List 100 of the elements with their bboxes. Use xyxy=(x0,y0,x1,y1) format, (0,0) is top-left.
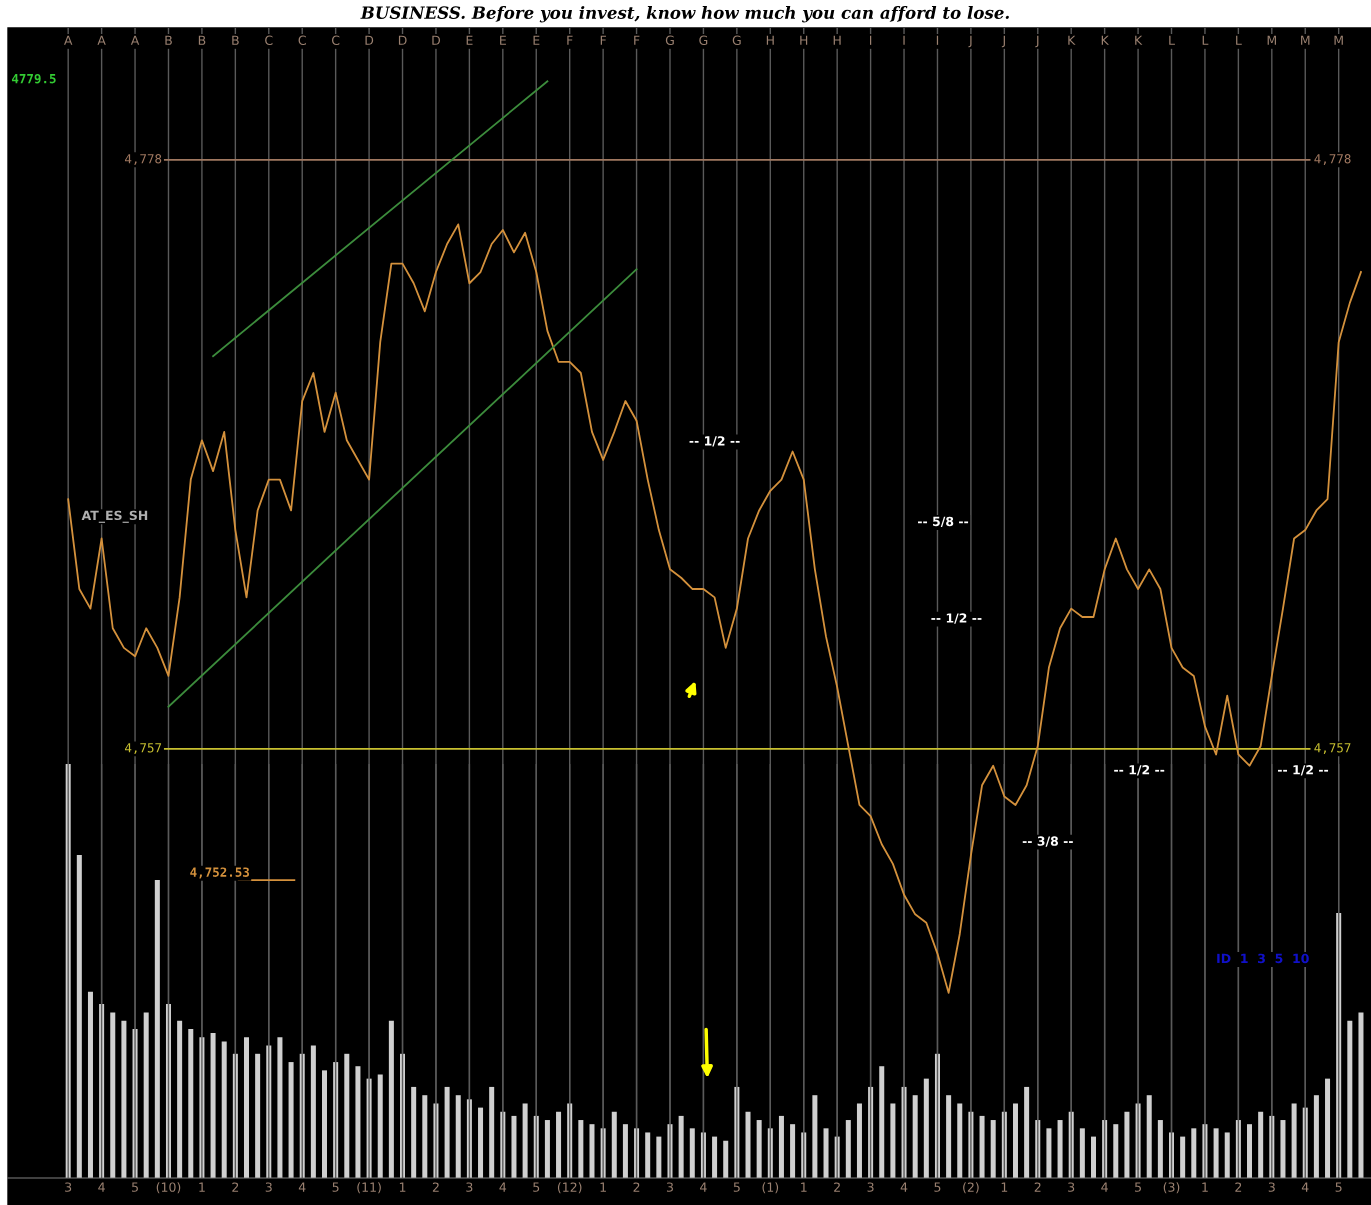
bar xyxy=(1325,1078,1331,1178)
bar xyxy=(957,1103,963,1178)
bar xyxy=(522,1103,528,1178)
x-tick-label: (10) xyxy=(156,1182,181,1194)
text: 4,778 xyxy=(1314,154,1351,166)
x-tick-label: D xyxy=(432,35,441,45)
x-tick-label: K xyxy=(1068,35,1076,45)
x-tick-label: E xyxy=(466,35,473,45)
x-tick-label: 2 xyxy=(232,1182,239,1192)
bar xyxy=(656,1136,662,1178)
bar xyxy=(556,1111,562,1178)
x-tick-label: M xyxy=(1301,35,1310,45)
bar xyxy=(1146,1095,1152,1178)
x-tick-label: 3 xyxy=(1068,1182,1075,1192)
bar xyxy=(1313,1095,1319,1178)
x-tick-label: L xyxy=(1236,35,1242,45)
x-tick-label: 4 xyxy=(98,1182,105,1192)
bar xyxy=(511,1115,517,1178)
x-tick-label: H xyxy=(766,35,774,45)
x-tick-label: 2 xyxy=(432,1182,439,1192)
text: 4779.5 xyxy=(11,74,56,84)
bar xyxy=(243,1037,249,1178)
x-tick-label: 4 xyxy=(900,1182,908,1192)
bar xyxy=(310,1045,316,1178)
bar xyxy=(1124,1111,1130,1178)
x-tick-label: 5 xyxy=(132,1182,138,1192)
x-tick-label: (1) xyxy=(762,1182,779,1194)
x-tick-label: E xyxy=(533,35,540,45)
bar xyxy=(578,1120,584,1178)
x-tick-label: 1 xyxy=(801,1182,807,1192)
x-tick-label: B xyxy=(165,35,172,45)
x-tick-label: 5 xyxy=(934,1182,941,1192)
bar xyxy=(689,1128,695,1178)
x-tick-label: G xyxy=(699,35,708,46)
bar xyxy=(377,1074,383,1178)
x-tick-label: 3 xyxy=(1268,1182,1275,1192)
x-tick-label: L xyxy=(1169,35,1175,45)
annotation: ID 1 3 5 10 xyxy=(1217,953,1309,964)
bar xyxy=(979,1115,985,1178)
annotation: -- 1/2 -- xyxy=(1277,765,1329,776)
annotation: 4,752.53 xyxy=(190,867,250,879)
x-tick-label: 5 xyxy=(1335,1182,1342,1192)
x-tick-label: B xyxy=(232,35,239,45)
bar xyxy=(712,1136,718,1178)
x-tick-label: 4 xyxy=(298,1182,306,1192)
bar xyxy=(790,1124,796,1178)
bar xyxy=(1113,1124,1119,1178)
bar xyxy=(1090,1136,1096,1178)
bar xyxy=(645,1132,651,1178)
annotation: -- 1/2 -- xyxy=(689,436,740,447)
bar xyxy=(1046,1128,1052,1178)
x-tick-label: 4 xyxy=(1101,1182,1108,1192)
x-tick-label: B xyxy=(198,35,206,45)
x-tick-label: A xyxy=(97,35,106,45)
annotation: -- 1/2 -- xyxy=(1114,765,1165,776)
bar xyxy=(812,1095,818,1178)
x-tick-label: 2 xyxy=(633,1182,640,1192)
x-tick-label: I xyxy=(903,35,905,45)
x-tick-label: M xyxy=(1334,35,1343,45)
x-tick-label: C xyxy=(298,35,306,46)
bar xyxy=(1213,1128,1219,1178)
x-tick-label: A xyxy=(64,35,73,45)
x-tick-label: 4 xyxy=(499,1182,507,1192)
bar xyxy=(990,1120,996,1178)
bar xyxy=(1247,1124,1253,1178)
bar xyxy=(745,1111,751,1178)
x-tick-label: (3) xyxy=(1163,1182,1180,1194)
x-tick-label: F xyxy=(567,35,573,45)
x-tick-label: 3 xyxy=(867,1182,874,1192)
x-tick-label: 1 xyxy=(1001,1182,1008,1192)
x-tick-label: 2 xyxy=(834,1182,840,1192)
x-tick-label: J xyxy=(968,35,972,48)
bar xyxy=(478,1107,484,1178)
x-tick-label: (11) xyxy=(357,1182,381,1194)
bar xyxy=(1057,1120,1063,1178)
bar xyxy=(110,1012,116,1178)
x-tick-label: (12) xyxy=(557,1182,582,1194)
annotation: AT_ES_SH xyxy=(81,510,148,523)
bar xyxy=(1024,1086,1030,1178)
annotation: -- 3/8 -- xyxy=(1022,836,1073,847)
x-tick-label: D xyxy=(398,35,407,45)
bar xyxy=(923,1078,929,1178)
bar xyxy=(1358,1012,1364,1178)
bar xyxy=(544,1120,550,1178)
bar xyxy=(1157,1120,1163,1178)
bar xyxy=(87,991,93,1178)
bar xyxy=(288,1062,294,1178)
x-tick-label: 5 xyxy=(533,1182,540,1192)
x-tick-label: 3 xyxy=(466,1182,473,1192)
bar xyxy=(845,1120,851,1178)
ref-line-label: 4,757 xyxy=(125,743,162,755)
x-tick-label: I xyxy=(869,35,872,45)
bar xyxy=(411,1086,417,1178)
bar xyxy=(344,1053,350,1178)
x-tick-label: H xyxy=(800,35,808,45)
bar xyxy=(444,1086,450,1178)
bar xyxy=(1291,1103,1297,1178)
x-tick-label: (2) xyxy=(963,1182,979,1194)
bar xyxy=(1180,1136,1186,1178)
bar xyxy=(255,1053,261,1178)
